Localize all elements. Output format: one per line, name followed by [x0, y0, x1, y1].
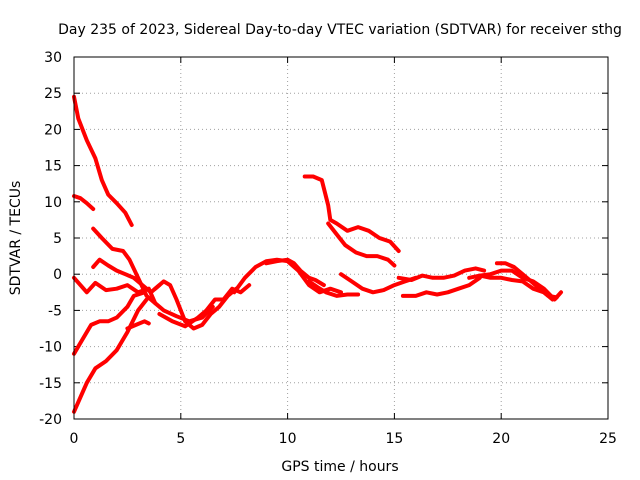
y-axis-label: SDTVAR / TECUs	[8, 181, 24, 296]
y-tick-label: 10	[44, 195, 62, 211]
y-tick-label: 15	[44, 159, 62, 175]
series-trace-17	[400, 275, 482, 298]
series-trace-11	[232, 257, 343, 295]
series-trace-2	[72, 194, 96, 211]
series-trace-18	[396, 266, 487, 282]
y-tick-label: 30	[44, 50, 62, 66]
series-trace-6	[72, 290, 147, 356]
series-trace-1	[72, 94, 134, 227]
y-tick-label: -10	[39, 340, 62, 356]
x-tick-label: 20	[492, 431, 510, 447]
x-tick-label: 0	[70, 431, 79, 447]
axis-ticks: 0 5 10 15 20 25 -20 -15 -10 -5 0 5 10 15 20 25 30	[39, 50, 617, 447]
series-trace-13	[307, 279, 361, 298]
chart-title: Day 235 of 2023, Sidereal Day-to-day VTE…	[58, 22, 622, 38]
series-trace-21	[477, 273, 555, 302]
y-tick-label: -5	[48, 303, 62, 319]
series-trace-5	[72, 275, 158, 306]
series-trace-15	[326, 221, 397, 268]
series-trace-16	[339, 272, 418, 295]
x-axis-label: GPS time / hours	[281, 459, 398, 475]
y-tick-label: 25	[44, 86, 62, 102]
y-tick-label: 0	[53, 267, 62, 283]
x-tick-label: 15	[385, 431, 403, 447]
series-trace-12	[264, 257, 326, 288]
y-tick-label: 5	[53, 231, 62, 247]
x-tick-label: 5	[176, 431, 185, 447]
x-tick-label: 10	[279, 431, 297, 447]
x-tick-label: 25	[599, 431, 617, 447]
series-trace-14	[302, 174, 401, 253]
series-trace-3	[91, 226, 215, 324]
series-group	[72, 94, 563, 414]
series-trace-8	[72, 297, 149, 414]
plot-frame	[73, 56, 609, 420]
y-tick-label: -20	[39, 412, 62, 428]
y-tick-label: -15	[39, 376, 62, 392]
series-trace-9	[153, 279, 239, 331]
y-tick-label: 20	[44, 122, 62, 138]
